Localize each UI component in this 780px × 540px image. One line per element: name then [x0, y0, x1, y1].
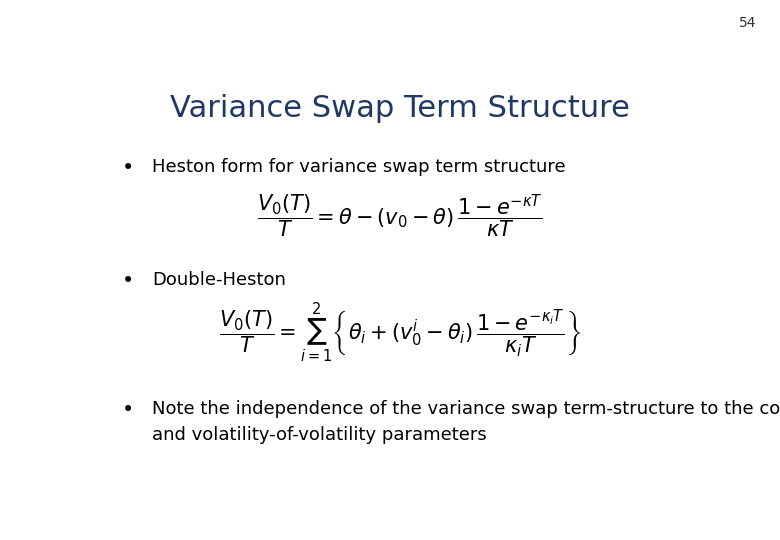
Text: •: • — [122, 400, 134, 420]
Text: Heston form for variance swap term structure: Heston form for variance swap term struc… — [152, 158, 566, 177]
Text: Note the independence of the variance swap term-structure to the correlation
and: Note the independence of the variance sw… — [152, 400, 780, 444]
Text: $\dfrac{V_0(T)}{T} = \theta - (v_0 - \theta)\,\dfrac{1 - e^{-\kappa T}}{\kappa T: $\dfrac{V_0(T)}{T} = \theta - (v_0 - \th… — [257, 193, 543, 240]
Text: $\dfrac{V_0(T)}{T} = \sum_{i=1}^{2} \left\{ \theta_i + (v_0^i - \theta_i)\,\dfra: $\dfrac{V_0(T)}{T} = \sum_{i=1}^{2} \lef… — [219, 301, 580, 365]
Text: Variance Swap Term Structure: Variance Swap Term Structure — [170, 94, 629, 123]
Text: •: • — [122, 271, 134, 291]
Text: •: • — [122, 158, 134, 178]
Text: Double-Heston: Double-Heston — [152, 271, 285, 288]
Text: 54: 54 — [739, 16, 757, 30]
